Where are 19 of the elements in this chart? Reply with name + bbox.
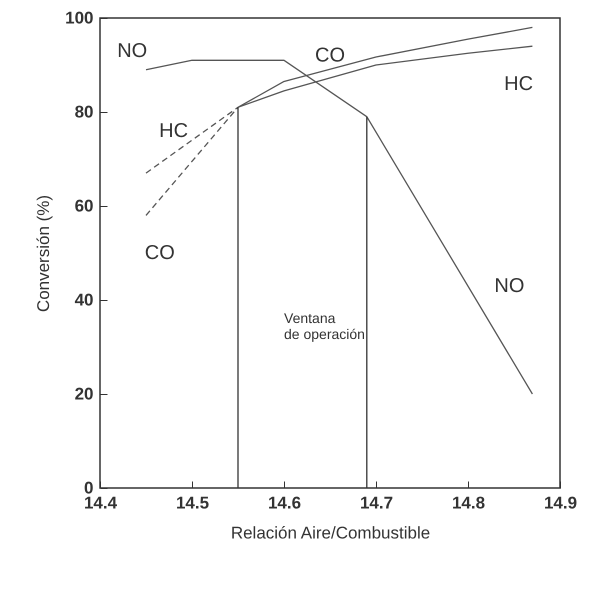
annotation: NO [117, 40, 148, 62]
x-tick-label: 14.6 [268, 494, 302, 512]
annotation: HC [159, 120, 188, 142]
x-axis-title: Relación Aire/Combustible [230, 524, 430, 542]
x-tick-label: 14.8 [452, 494, 486, 512]
annotation: HC [504, 72, 534, 95]
y-tick-label: 60 [74, 196, 94, 216]
annotation: Ventana de operación [284, 310, 365, 342]
y-axis-title: Conversión (%) [34, 194, 54, 312]
annotation: NO [494, 274, 524, 297]
annotation: CO [315, 44, 345, 67]
annotation: CO [144, 242, 175, 264]
x-tick-label: 14.7 [360, 494, 394, 512]
y-tick-label: 20 [74, 384, 94, 404]
y-tick-label: 40 [74, 290, 94, 310]
x-tick-label: 14.9 [544, 494, 578, 512]
y-tick-label: 100 [65, 8, 94, 28]
x-tick-label: 14.5 [176, 494, 210, 512]
y-tick-label: 80 [74, 102, 94, 122]
